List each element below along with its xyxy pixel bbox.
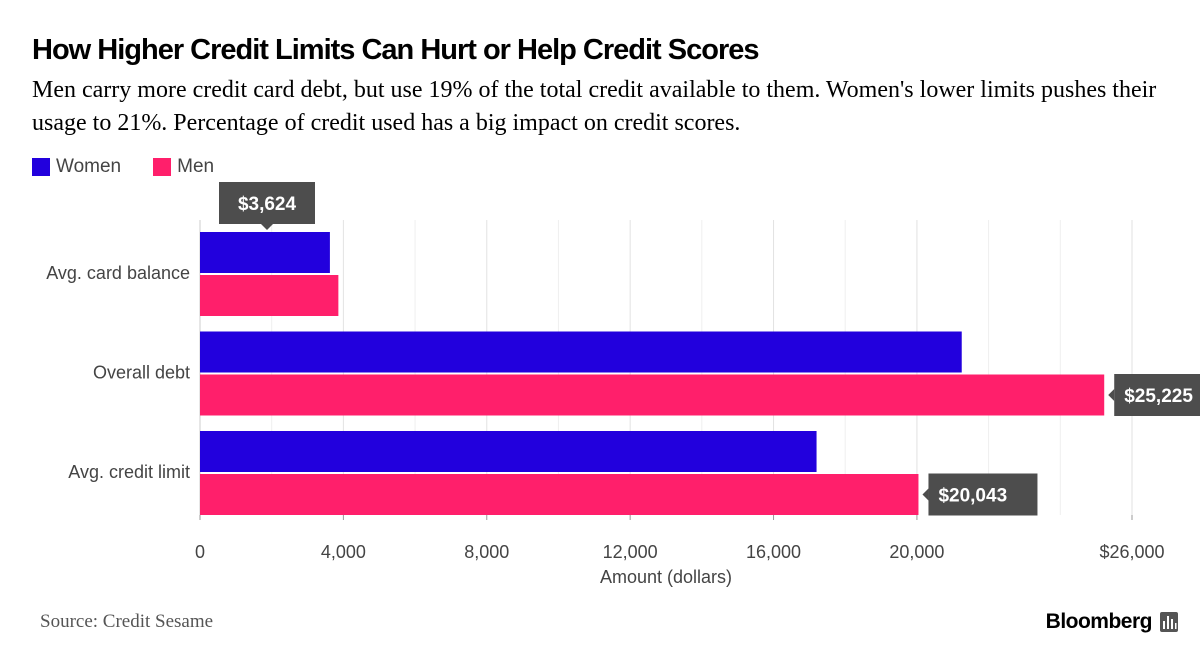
chart-title: How Higher Credit Limits Can Hurt or Hel… [32, 34, 759, 66]
bar-women-0 [200, 232, 330, 273]
category-label: Avg. credit limit [68, 462, 190, 482]
category-label: Avg. card balance [46, 263, 190, 283]
x-tick-label: 16,000 [746, 542, 801, 562]
legend-swatch-women [32, 158, 50, 176]
bar-men-0 [200, 275, 339, 316]
x-tick-label: 8,000 [464, 542, 509, 562]
x-tick-label: 20,000 [889, 542, 944, 562]
x-tick-label: 4,000 [321, 542, 366, 562]
category-label: Overall debt [93, 363, 190, 383]
annotation-label: $3,624 [238, 194, 297, 215]
brand-logo: Bloomberg [1046, 610, 1178, 634]
bar-women-1 [200, 331, 962, 373]
annotation-label: $25,225 [1124, 386, 1193, 407]
x-axis-label: Amount (dollars) [600, 567, 732, 587]
legend-label-women: Women [56, 156, 122, 177]
bar-women-2 [200, 431, 817, 472]
annotation-pointer [261, 224, 273, 230]
annotation-box [219, 182, 315, 224]
legend-item-women: Women [32, 156, 121, 178]
annotation-pointer [1108, 389, 1115, 401]
annotation-label: $20,043 [938, 486, 1007, 507]
legend-label-men: Men [177, 156, 215, 177]
legend-swatch-men [153, 158, 172, 176]
bar-chart: Avg. card balance Overall debt Avg. credit… [46, 182, 1200, 587]
x-tick-label: 12,000 [603, 542, 658, 562]
bar-men-1 [200, 374, 1105, 416]
bar-men-2 [200, 474, 919, 515]
brand-name: Bloomberg [1045, 610, 1153, 633]
legend-item-men: Men [153, 156, 214, 178]
x-tick-label: 0 [195, 542, 205, 562]
x-tick-label: $26,000 [1099, 542, 1164, 562]
legend: Women Men [32, 156, 246, 178]
chart-subtitle: Men carry more credit card debt, but use… [32, 77, 1157, 136]
annotation-box [928, 473, 1038, 516]
bloomberg-chart-icon [1160, 612, 1178, 632]
annotation-box [1114, 374, 1200, 416]
source-note: Source: Credit Sesame [40, 611, 214, 632]
annotation-pointer [922, 488, 929, 501]
